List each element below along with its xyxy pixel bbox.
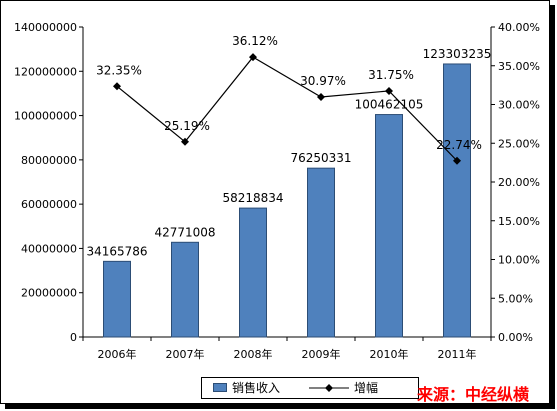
line-data-label: 36.12% <box>232 34 278 48</box>
line-data-label: 25.19% <box>164 119 210 133</box>
bar <box>307 167 335 338</box>
growth-line <box>116 56 458 162</box>
bar-data-label: 100462105 <box>355 98 424 112</box>
y-right-tick-label: 0.00% <box>498 331 533 344</box>
legend: 销售收入 增幅 <box>201 377 419 399</box>
line-data-label: 30.97% <box>300 74 346 88</box>
line-data-label: 32.35% <box>96 63 142 77</box>
bar <box>103 260 131 338</box>
bar-data-label: 76250331 <box>290 151 351 165</box>
x-tick-label: 2010年 <box>370 347 409 361</box>
chart-canvas: 0 20000000 40000000 60000000 80000000 1000000… <box>14 21 540 361</box>
bar-data-label: 34165786 <box>86 244 147 258</box>
line-point <box>249 53 257 62</box>
bar-data-label: 42771008 <box>154 225 215 239</box>
bar <box>171 241 199 338</box>
bar-data-label: 123303235 <box>423 47 492 61</box>
bar <box>443 63 471 338</box>
y-right-tick-label: 30.00% <box>498 99 540 112</box>
y-right-tick-label: 20.00% <box>498 176 540 189</box>
y-right-tick-label: 10.00% <box>498 254 540 267</box>
y-left-tick-label: 0 <box>70 331 77 344</box>
y-left-tick-label: 60000000 <box>21 198 77 211</box>
bar-data-label: 58218834 <box>222 191 283 205</box>
y-left-tick-label: 20000000 <box>21 287 77 300</box>
y-right-tick-label: 15.00% <box>498 215 540 228</box>
x-tick-label: 2008年 <box>234 347 273 361</box>
legend-label-growth: 增幅 <box>354 381 379 395</box>
line-data-label: 31.75% <box>368 68 414 82</box>
bar-series <box>103 63 471 338</box>
y-right-tick-label: 35.00% <box>498 60 540 73</box>
line-point <box>453 156 461 165</box>
y-left-tick-label: 100000000 <box>14 110 77 123</box>
y-left-tick-label: 140000000 <box>14 21 77 34</box>
y-left-tick-label: 40000000 <box>21 242 77 255</box>
y-right-tick-label: 25.00% <box>498 137 540 150</box>
x-tick-label: 2007年 <box>166 347 205 361</box>
x-tick-label: 2006年 <box>98 347 137 361</box>
line-point <box>181 137 189 146</box>
y-left-tick-label: 120000000 <box>14 65 77 78</box>
data-labels: 34165786 42771008 58218834 76250331 10046210… <box>86 34 491 258</box>
y-right-tick-label: 40.00% <box>498 21 540 34</box>
line-point <box>317 92 325 101</box>
chart-frame: 0 20000000 40000000 60000000 80000000 1000000… <box>0 0 550 404</box>
line-point <box>385 86 393 95</box>
legend-bar-swatch <box>213 383 227 392</box>
source-note: 来源：中经纵横 <box>416 385 529 404</box>
legend-label-sales: 销售收入 <box>232 381 281 395</box>
legend-line-swatch <box>309 384 349 392</box>
y-left-tick-label: 80000000 <box>21 154 77 167</box>
y-right-tick-label: 5.00% <box>498 292 533 305</box>
chart-axes: 0 20000000 40000000 60000000 80000000 1000000… <box>14 21 540 361</box>
line-series <box>113 53 461 165</box>
line-point <box>113 82 121 91</box>
x-tick-label: 2011年 <box>438 347 477 361</box>
bar <box>375 114 403 338</box>
x-tick-label: 2009年 <box>302 347 341 361</box>
bar <box>239 207 267 338</box>
line-data-label: 22.74% <box>436 138 482 152</box>
